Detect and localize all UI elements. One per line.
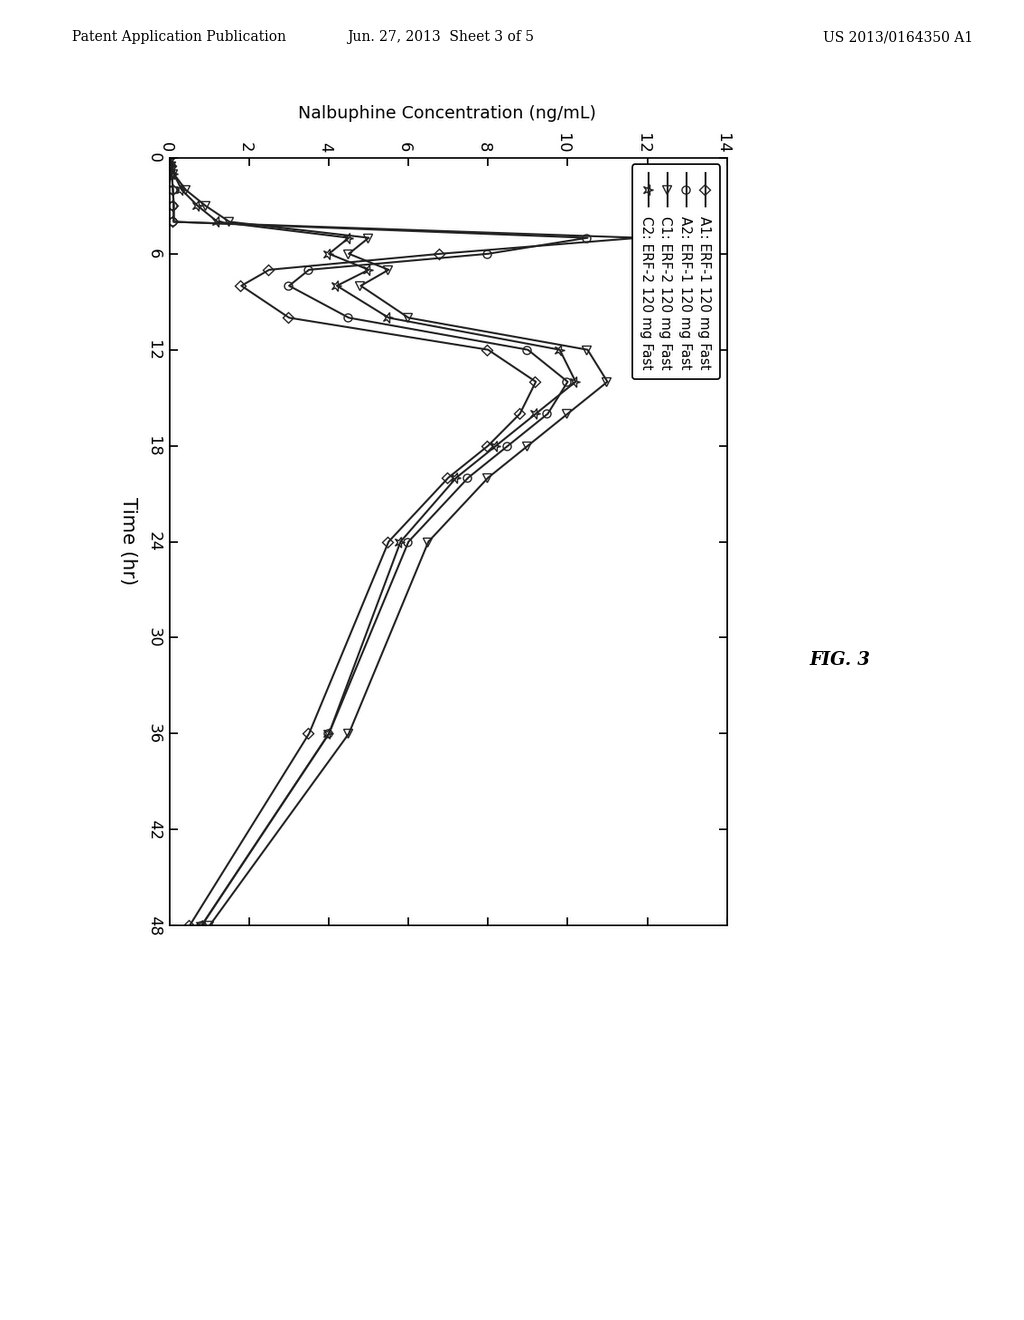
Text: Patent Application Publication: Patent Application Publication <box>72 30 286 45</box>
Text: FIG. 3: FIG. 3 <box>809 651 870 669</box>
Text: US 2013/0164350 A1: US 2013/0164350 A1 <box>822 30 973 45</box>
Text: Jun. 27, 2013  Sheet 3 of 5: Jun. 27, 2013 Sheet 3 of 5 <box>347 30 534 45</box>
